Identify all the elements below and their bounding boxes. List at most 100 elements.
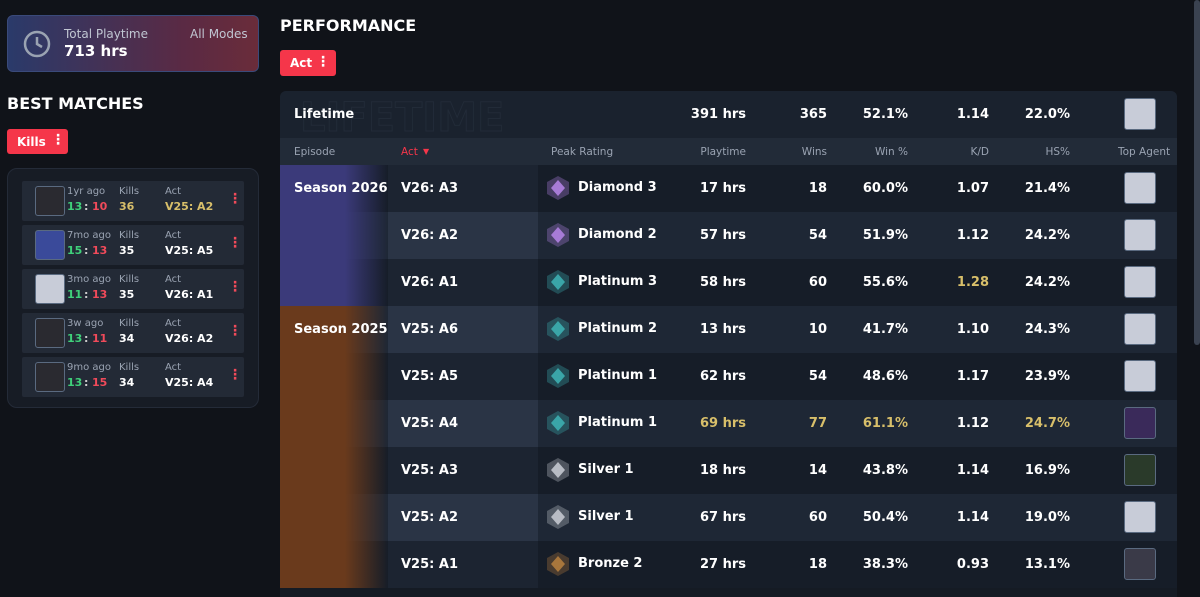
act-label: Act <box>165 186 182 197</box>
agent-icon <box>35 362 65 392</box>
hs-value: 16.9% <box>1024 463 1070 478</box>
col-agent: Top Agent <box>1118 146 1171 158</box>
playtime-card[interactable]: Total Playtime 713 hrs All Modes <box>7 15 259 72</box>
col-rank: Peak Rating <box>551 146 614 158</box>
win_pct-value: 55.6% <box>862 275 908 290</box>
act-cell <box>388 212 538 259</box>
score-b: 13 <box>92 288 108 301</box>
match-time: 7mo ago <box>67 230 111 241</box>
agent-icon <box>1124 266 1156 298</box>
wins-value: 18 <box>808 181 827 196</box>
score-b: 11 <box>92 332 108 345</box>
rank-value: Bronze 2 <box>578 556 643 571</box>
hs-value: 24.3% <box>1024 322 1070 337</box>
act-label: Act <box>165 362 182 373</box>
playtime-value: 27 hrs <box>699 557 746 572</box>
rank-value: Diamond 3 <box>578 180 657 195</box>
lifetime-watermark: Lifetime <box>299 95 505 142</box>
match-row[interactable]: 9mo ago 13:15 Kills 34 Act V25: A4 ⋮ <box>22 357 244 397</box>
agent-icon <box>1124 548 1156 580</box>
table-row: V25: A1 Bronze 2 27 hrs 18 38.3% 0.93 13.1% <box>280 541 1177 588</box>
kills-label: Kills <box>119 362 140 373</box>
agent-icon <box>1124 360 1156 392</box>
wins-value: 14 <box>808 463 827 478</box>
score-sep: : <box>84 376 89 389</box>
wins-value: 10 <box>808 322 827 337</box>
agent-icon <box>1124 501 1156 533</box>
more-dots[interactable]: ⋮ <box>228 323 242 339</box>
kills-value: 34 <box>119 332 135 345</box>
episode-cell: Season 2026 <box>280 165 388 306</box>
col-wins: Wins <box>801 146 827 158</box>
score-b: 13 <box>92 244 108 257</box>
table-row: V25: A4 Platinum 1 69 hrs 77 61.1% 1.12 24.7% <box>280 400 1177 447</box>
rank-icon <box>547 411 569 435</box>
score-b: 10 <box>92 200 108 213</box>
score-a: 13 <box>67 376 83 389</box>
rank-icon <box>547 176 569 200</box>
act-value: V25: A1 <box>401 557 458 572</box>
rank-icon <box>547 505 569 529</box>
table-row: V25: A3 Silver 1 18 hrs 14 43.8% 1.14 16.9% <box>280 447 1177 494</box>
score-b: 15 <box>92 376 108 389</box>
act-value: V25: A5 <box>165 244 214 257</box>
more-dots: ⋮ <box>316 54 330 70</box>
act-label: Act <box>165 274 182 285</box>
table-row: V25: A2 Silver 1 67 hrs 60 50.4% 1.14 19.0% <box>280 494 1177 541</box>
kills-value: 34 <box>119 376 135 389</box>
win_pct-value: 61.1% <box>862 416 908 431</box>
match-row[interactable]: 3mo ago 11:13 Kills 35 Act V26: A1 ⋮ <box>22 269 244 309</box>
more-dots[interactable]: ⋮ <box>228 279 242 295</box>
act-cell <box>388 306 538 353</box>
score-a: 13 <box>67 332 83 345</box>
playtime-value: 62 hrs <box>699 369 746 384</box>
kd-value: 1.14 <box>956 510 989 525</box>
hs-value: 24.7% <box>1024 416 1070 431</box>
rank-icon <box>547 317 569 341</box>
win_pct-value: 41.7% <box>862 322 908 337</box>
more-dots[interactable]: ⋮ <box>228 191 242 207</box>
score-sep: : <box>84 332 89 345</box>
wins-value: 77 <box>808 416 827 431</box>
match-row[interactable]: 1yr ago 13:10 Kills 36 Act V25: A2 ⋮ <box>22 181 244 221</box>
playtime-value: 713 hrs <box>64 42 128 60</box>
score-sep: : <box>84 244 89 257</box>
win_pct-value: 38.3% <box>862 557 908 572</box>
act-label: Act <box>165 230 182 241</box>
kd-value: 1.14 <box>956 463 989 478</box>
more-dots[interactable]: ⋮ <box>228 367 242 383</box>
clock-icon <box>23 30 51 58</box>
hs-value: 19.0% <box>1024 510 1070 525</box>
filter-button[interactable]: Kills ⋮ <box>7 129 68 154</box>
lifetime-win_pct: 52.1% <box>862 107 908 122</box>
mode-label: All Modes <box>190 27 248 41</box>
performance-table: Lifetime Lifetime 391 hrs 365 52.1% 1.14 22.0%… <box>280 91 1177 597</box>
win_pct-value: 60.0% <box>862 181 908 196</box>
score-a: 15 <box>67 244 83 257</box>
hs-value: 23.9% <box>1024 369 1070 384</box>
col-win_pct: Win % <box>874 146 908 158</box>
rank-icon <box>547 458 569 482</box>
more-dots[interactable]: ⋮ <box>228 235 242 251</box>
act-value: V26: A2 <box>401 228 458 243</box>
kd-value: 1.07 <box>956 181 989 196</box>
kills-label: Kills <box>119 318 140 329</box>
episode-name: Season 2026 <box>294 181 388 196</box>
match-row[interactable]: 3w ago 13:11 Kills 34 Act V26: A2 ⋮ <box>22 313 244 353</box>
act-label: Act <box>165 318 182 329</box>
act-cell <box>388 494 538 541</box>
col-act[interactable]: Act <box>401 146 418 158</box>
kills-value: 35 <box>119 288 135 301</box>
rank-value: Platinum 1 <box>578 415 658 430</box>
kd-value: 0.93 <box>956 557 989 572</box>
scrollbar[interactable] <box>1194 0 1200 345</box>
act-value: V26: A2 <box>165 332 214 345</box>
match-row[interactable]: 7mo ago 15:13 Kills 35 Act V25: A5 ⋮ <box>22 225 244 265</box>
win_pct-value: 50.4% <box>862 510 908 525</box>
act-cell <box>388 353 538 400</box>
score-a: 11 <box>67 288 83 301</box>
playtime-value: 69 hrs <box>699 416 746 431</box>
wins-value: 54 <box>808 228 827 243</box>
filter-button[interactable]: Act ⋮ <box>280 50 336 76</box>
